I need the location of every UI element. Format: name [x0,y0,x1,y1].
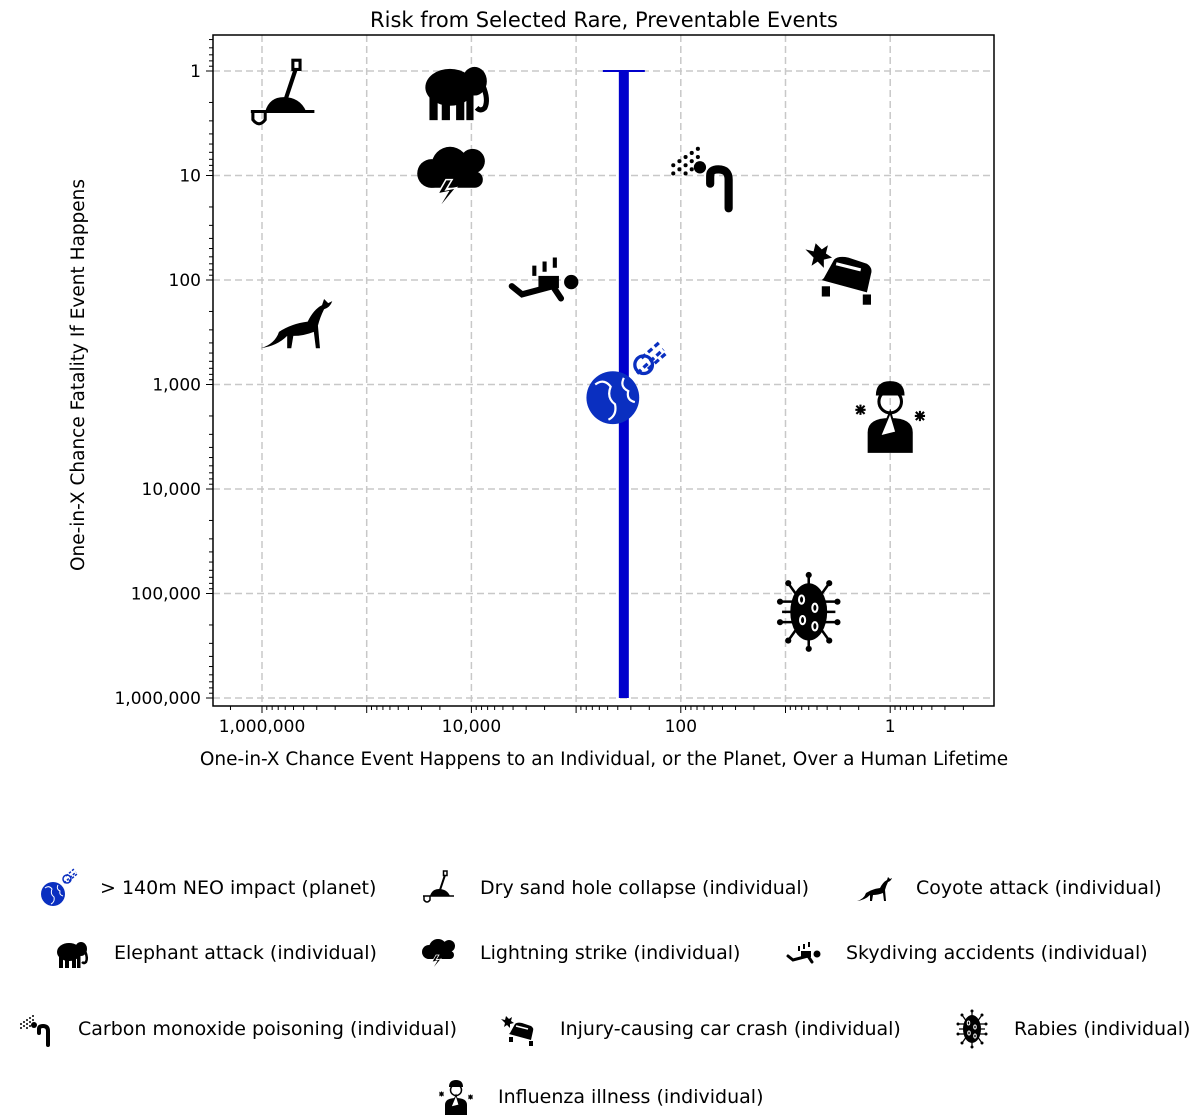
chart-svg: Risk from Selected Rare, Preventable Eve… [68,8,1008,770]
legend-label: > 140m NEO impact (planet) [100,877,377,899]
elephant-icon [55,940,89,970]
axis-ticks: 1,000,000 10,000 100 1 1 10 100 1,000 10,000 100,… [114,39,964,737]
car-crash-icon [803,241,874,307]
skydiver-icon [512,257,579,298]
lightning-icon [421,938,456,972]
car-crash-icon [500,1015,534,1047]
legend-item: Skydiving accidents (individual) [776,933,1148,973]
coyote-icon [857,877,892,901]
legend-label: Lightning strike (individual) [480,942,741,964]
coyote-icon [260,299,333,349]
elephant-icon [425,67,487,120]
legend-label: Carbon monoxide poisoning (individual) [78,1018,457,1040]
legend-label: Rabies (individual) [1014,1018,1191,1040]
carbon-monoxide-icon [671,147,728,209]
y-tick-label: 10,000 [142,480,201,500]
y-tick-label: 1,000,000 [114,689,201,709]
legend-item: Dry sand hole collapse (individual) [410,868,809,908]
legend-item: Coyote attack (individual) [846,868,1162,908]
plot-frame [212,34,995,707]
data-points [251,60,927,653]
y-axis-label: One-in-X Chance Fatality If Event Happen… [68,179,89,571]
legend-item: Elephant attack (individual) [44,933,377,973]
chart-title: Risk from Selected Rare, Preventable Eve… [370,8,838,32]
neo-icon [40,868,78,907]
skydiver-icon [786,940,822,964]
legend-item: Rabies (individual) [944,1009,1190,1049]
virus-icon [775,570,842,653]
shovel-sand-icon [251,60,315,124]
legend-item: Injury-causing car crash (individual) [490,1009,901,1049]
legend-label: Elephant attack (individual) [114,942,377,964]
legend-label: Coyote attack (individual) [916,877,1162,899]
x-tick-label: 1,000,000 [219,717,306,737]
legend-item: Influenza illness (individual) [428,1077,763,1115]
influenza-icon [853,379,927,455]
influenza-icon [438,1079,474,1115]
legend-item: Lightning strike (individual) [410,933,740,973]
legend-label: Injury-causing car crash (individual) [560,1018,901,1040]
legend-item: Carbon monoxide poisoning (individual) [8,1009,457,1049]
x-tick-label: 1 [885,717,896,737]
legend-label: Influenza illness (individual) [498,1086,764,1108]
y-tick-label: 100 [169,271,201,291]
legend-label: Skydiving accidents (individual) [846,942,1148,964]
y-tick-label: 10 [179,167,201,187]
grid-lines [213,35,994,706]
y-tick-label: 100,000 [131,585,201,605]
y-tick-label: 1 [190,62,201,82]
virus-icon [955,1009,989,1049]
x-axis-label: One-in-X Chance Event Happens to an Indi… [200,749,1008,770]
x-tick-label: 10,000 [442,717,501,737]
legend-label: Dry sand hole collapse (individual) [480,877,810,899]
legend-item: > 140m NEO impact (planet) [30,868,376,908]
shovel-sand-icon [422,870,455,903]
lightning-icon [416,146,486,214]
y-tick-label: 1,000 [152,376,201,396]
carbon-monoxide-icon [18,1013,50,1047]
x-tick-label: 100 [665,717,697,737]
